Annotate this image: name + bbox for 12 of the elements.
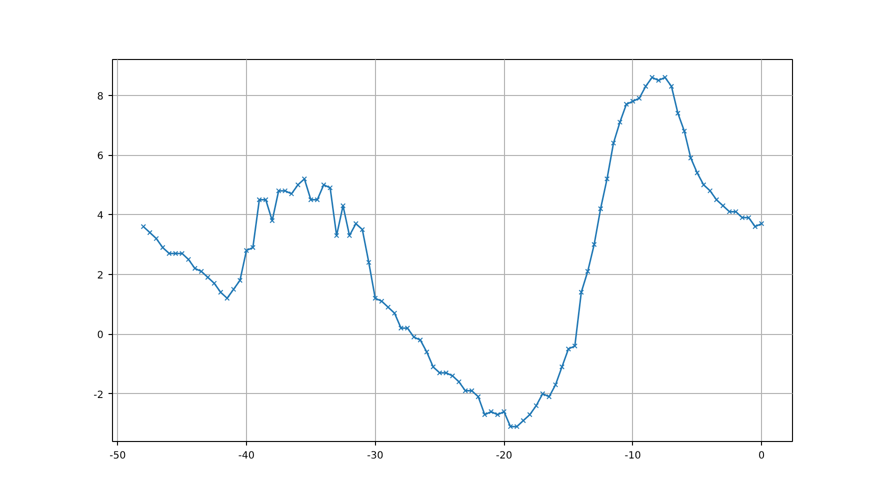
y-tick-label: 4 — [97, 210, 104, 222]
x-tick-label: -20 — [496, 450, 512, 462]
y-tick-label: 8 — [97, 91, 104, 102]
y-tick-label: -2 — [94, 390, 104, 401]
x-tick-label: -30 — [367, 450, 384, 462]
x-tick-label: -40 — [238, 450, 255, 462]
x-tick-label: 0 — [758, 450, 765, 462]
y-tick-label: 6 — [97, 151, 104, 162]
y-tick-label: 2 — [97, 270, 104, 282]
x-tick-label: -10 — [624, 450, 641, 462]
x-tick-label: -50 — [109, 450, 126, 462]
y-tick-label: 0 — [97, 330, 104, 342]
